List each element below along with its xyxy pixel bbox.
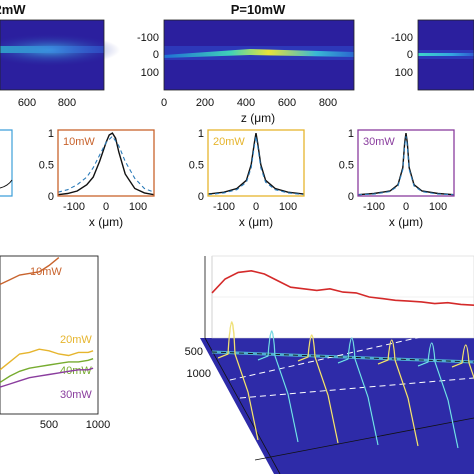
b-b20-annotation: 20mW [213,136,245,148]
a-mid-xlabel: z (μm) [241,111,275,125]
c-xtick-1: 1000 [86,419,110,431]
b-b30-xlabel: x (μm) [389,215,423,229]
d-red-curve [211,269,474,306]
a-mid-xtick-2: 400 [237,97,255,109]
panel-a-middle: P=10mW -100 0 100 0 200 400 600 800 z (μ… [137,2,355,125]
panel-a-middle-title: P=10mW [231,2,286,17]
b-b10-solid-line [57,132,155,196]
b-b20-frame [207,129,305,197]
b-b20-xtick-1: 0 [253,201,259,213]
heatmap-right-frame [417,19,474,91]
b-b20-xtick-2: 100 [279,201,297,213]
b-b10-xtick-2: 100 [129,201,147,213]
d-floor-plane [200,338,474,474]
c-series-label-3: 30mW [60,389,92,401]
b-b10-frame [57,129,155,197]
heatmap-left-beam [0,46,104,53]
panel-b-10mw: 10mW -100 0 100 0 0.5 1 x (μm) [39,128,155,229]
d-x-axis [204,337,281,474]
heatmap-left-frame [0,19,105,91]
a-mid-xtick-0: 0 [161,97,167,109]
d-profile-slice-highlight-1 [257,331,299,443]
d-profile-slice-highlight-5 [417,342,459,449]
c-series-line-2 [0,358,94,383]
c-xtick-0: 500 [40,419,58,431]
d-profile-slice-highlight-6 [451,344,474,379]
d-dashed-white-1 [229,324,474,381]
d-profile-slice-highlight-3 [337,337,379,446]
b-partial-curve [0,179,13,189]
b-b10-ytick-1: 0.5 [39,160,54,172]
d-z-axis [254,417,474,461]
a-left-xtick-1: 800 [58,97,76,109]
panel-a-left: 2mW 600 800 [0,2,120,109]
c-frame [0,255,99,415]
panel-b-20mw: 20mW -100 0 100 0 0.5 1 x (μm) [189,128,305,229]
a-mid-ytick-1: 0 [153,49,159,61]
c-series-line-0 [0,257,60,286]
b-b10-xtick-1: 0 [103,201,109,213]
b-partial-frame [0,129,13,197]
a-mid-ytick-2: 100 [141,67,159,79]
c-series-label-1: 20mW [60,334,92,346]
b-b10-dashed-line [57,135,155,193]
heatmap-middle-beam [164,49,354,58]
b-b30-annotation: 30mW [363,136,395,148]
d-dashed-white-2 [239,377,474,399]
d-xtick-0: 500 [185,346,203,358]
b-b20-xtick-0: -100 [213,201,235,213]
b-b10-xtick-0: -100 [63,201,85,213]
panel-a-left-title: 2mW [0,2,26,17]
c-series-label-2: 40mW [60,365,92,377]
panel-d: 500 1000 [185,255,474,474]
a-left-xtick-0: 600 [18,97,36,109]
b-b10-annotation: 10mW [63,136,95,148]
b-b20-xlabel: x (μm) [239,215,273,229]
b-b30-xtick-2: 100 [429,201,447,213]
b-b30-ytick-1: 0.5 [339,160,354,172]
d-profile-slice-highlight-2 [297,334,339,444]
panel-b-partial [0,129,13,197]
b-b30-xtick-1: 0 [403,201,409,213]
heatmap-right-beam [418,53,474,56]
a-mid-ytick-0: -100 [137,32,159,44]
d-profile-slices [217,321,474,449]
b-b10-ytick-0: 0 [48,191,54,203]
panel-c: 10mW 20mW 40mW 30mW 500 1000 [0,255,110,431]
a-mid-xtick-1: 200 [196,97,214,109]
b-b30-dashed-line [357,136,455,196]
b-b30-solid-line [357,133,455,196]
b-b20-dashed-line [207,136,305,196]
a-right-ytick-2: 100 [395,67,413,79]
b-b30-frame [357,129,455,197]
panel-b-30mw: 30mW -100 0 100 0 0.5 1 x (μm) [339,128,455,229]
d-profile-slice-highlight-4 [377,339,419,447]
d-xtick-1: 1000 [187,368,211,380]
b-b20-ytick-1: 0.5 [189,160,204,172]
b-b20-solid-line [207,132,305,195]
heatmap-middle-frame [163,19,355,91]
b-b20-ytick-2: 1 [198,128,204,140]
b-b30-ytick-0: 0 [348,191,354,203]
panel-a-right: -100 0 100 [391,19,474,91]
b-b20-ytick-0: 0 [198,191,204,203]
a-mid-xtick-4: 800 [319,97,337,109]
c-series-label-0: 10mW [30,266,62,278]
d-red-curve-group [211,269,474,306]
a-right-ytick-1: 0 [407,49,413,61]
d-dashed-black [211,351,474,363]
b-b30-xtick-0: -100 [363,201,385,213]
a-mid-xtick-3: 600 [278,97,296,109]
c-series-line-3 [0,367,94,388]
a-right-ytick-0: -100 [391,32,413,44]
c-series-line-1 [0,348,94,371]
b-b30-ytick-2: 1 [348,128,354,140]
b-b10-ytick-2: 1 [48,128,54,140]
b-b10-xlabel: x (μm) [89,215,123,229]
d-profile-slice-highlight-0 [217,321,259,441]
